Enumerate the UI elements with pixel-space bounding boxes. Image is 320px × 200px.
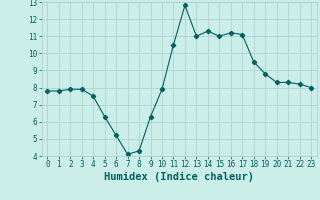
- X-axis label: Humidex (Indice chaleur): Humidex (Indice chaleur): [104, 172, 254, 182]
